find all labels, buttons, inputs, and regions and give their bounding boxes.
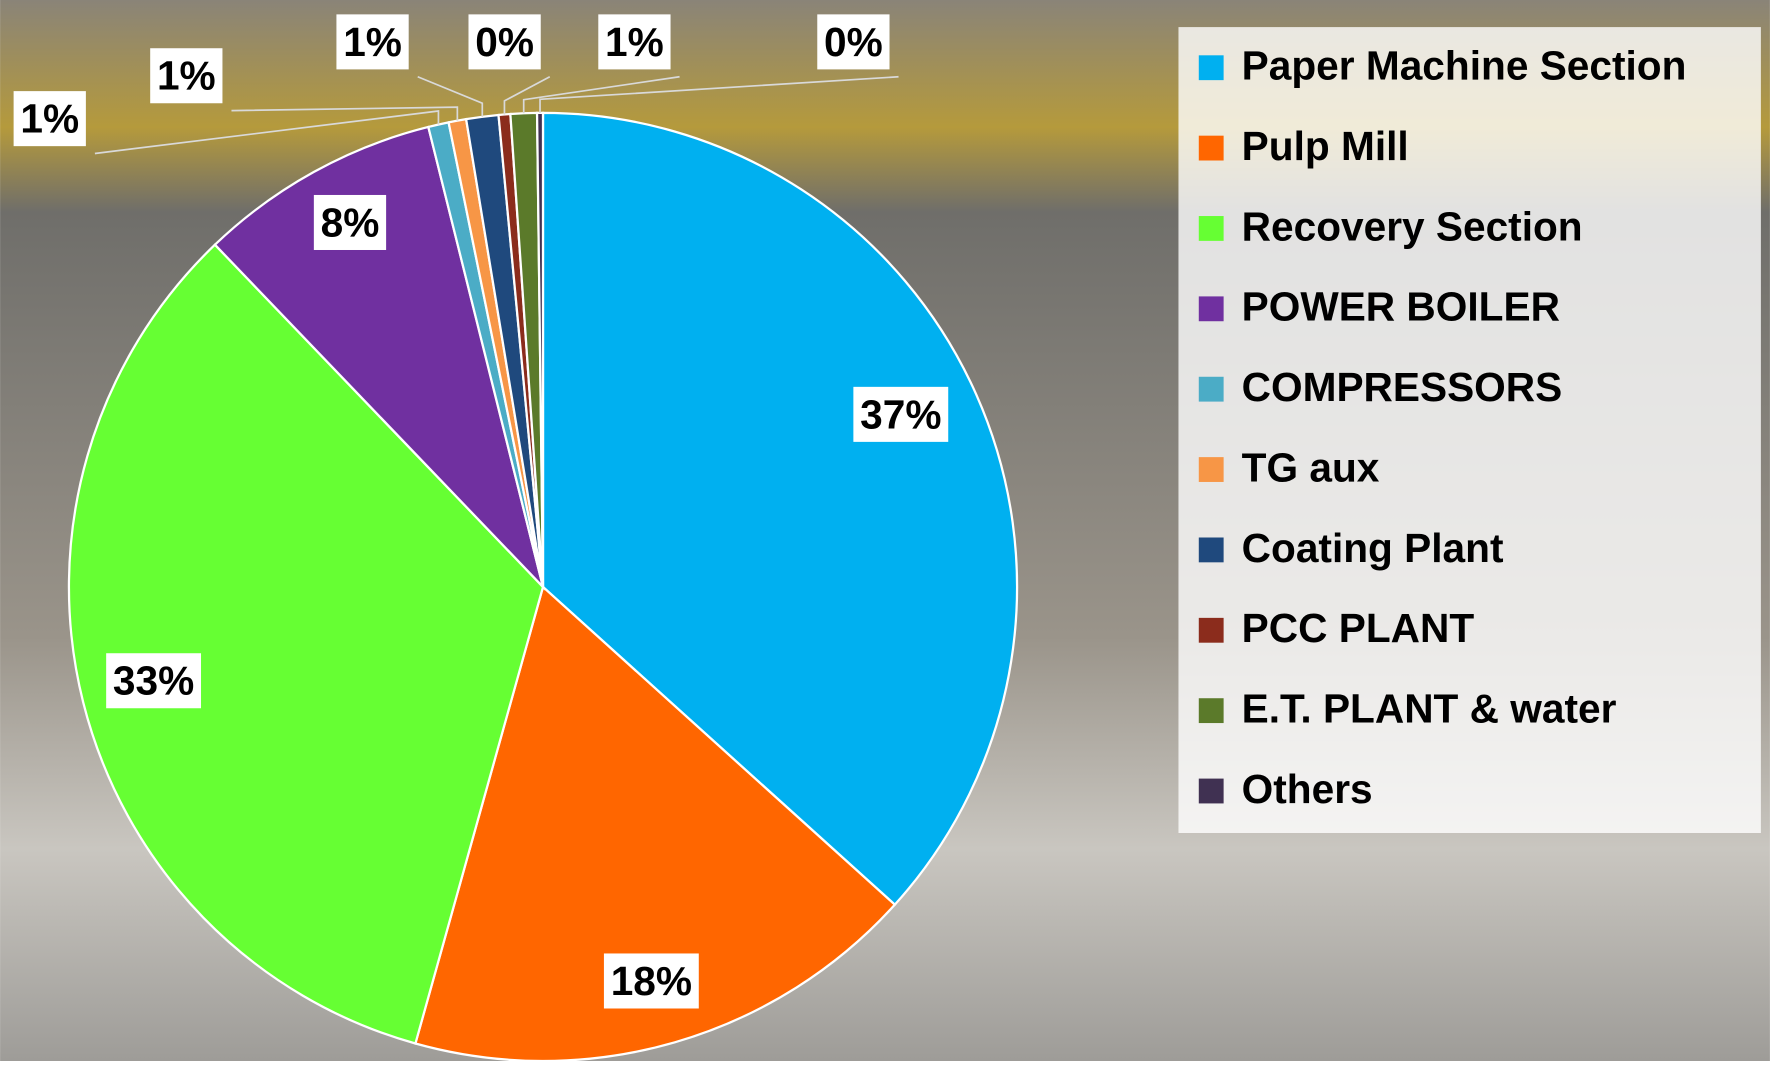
legend-swatch — [1198, 457, 1224, 482]
data-label: 37% — [860, 391, 941, 437]
pie-slice — [67, 243, 545, 1045]
legend-swatch — [1198, 698, 1224, 724]
data-label: 0% — [824, 19, 883, 65]
data-label-bg — [13, 91, 86, 147]
legend-swatch — [1198, 617, 1224, 643]
data-label: 18% — [611, 958, 692, 1004]
data-label: 1% — [157, 53, 216, 99]
data-label-bg — [468, 14, 541, 70]
leader-line — [231, 106, 459, 121]
legend-swatch — [1198, 296, 1224, 322]
legend-label: Recovery Section — [1242, 203, 1583, 249]
legend-label: COMPRESSORS — [1242, 364, 1563, 410]
pie-slice — [414, 584, 897, 1063]
data-label: 1% — [20, 96, 79, 142]
legend-swatch — [1198, 216, 1224, 241]
legend-label: POWER BOILER — [1242, 284, 1560, 330]
legend-label: TG aux — [1242, 444, 1380, 490]
data-label-bg — [150, 48, 223, 104]
data-label-bg — [603, 953, 699, 1009]
data-label-bg — [106, 653, 202, 709]
legend: Paper Machine Section Pulp Mill Recovery S… — [1198, 43, 1687, 812]
legend-label: Pulp Mill — [1242, 123, 1409, 169]
leader-line — [522, 75, 680, 114]
legend-swatch — [1198, 55, 1224, 81]
data-label: 33% — [113, 658, 194, 704]
data-label-bg — [313, 194, 387, 250]
legend-swatch — [1198, 537, 1224, 563]
leader-line — [539, 75, 899, 113]
pie-slice — [535, 111, 545, 587]
legend-swatch — [1198, 135, 1224, 161]
leader-line — [94, 110, 440, 155]
data-label: 0% — [475, 19, 534, 65]
legend-label: E.T. PLANT & water — [1242, 686, 1617, 732]
legend-box — [1178, 27, 1761, 833]
pie-slice — [213, 125, 546, 591]
data-label-bg — [336, 14, 409, 70]
legend-swatch — [1198, 376, 1224, 402]
legend-label: Others — [1242, 766, 1373, 812]
data-label-bg — [853, 386, 949, 442]
legend-swatch — [1198, 778, 1224, 804]
labels: 37% 18% 33% 8% 1% 1% 1% 0% 1% 0% — [13, 14, 949, 1009]
pie-slice — [541, 111, 1019, 907]
leader-line — [503, 76, 551, 115]
legend-label: Paper Machine Section — [1242, 43, 1687, 89]
data-label: 1% — [605, 19, 664, 65]
data-label: 1% — [343, 19, 402, 65]
data-label: 8% — [321, 199, 380, 245]
data-label-bg — [598, 14, 671, 70]
data-label-bg — [817, 14, 890, 70]
leader-line — [417, 75, 484, 117]
pie — [67, 111, 1019, 1063]
legend-label: PCC PLANT — [1242, 605, 1475, 651]
legend-label: Coating Plant — [1242, 525, 1504, 571]
